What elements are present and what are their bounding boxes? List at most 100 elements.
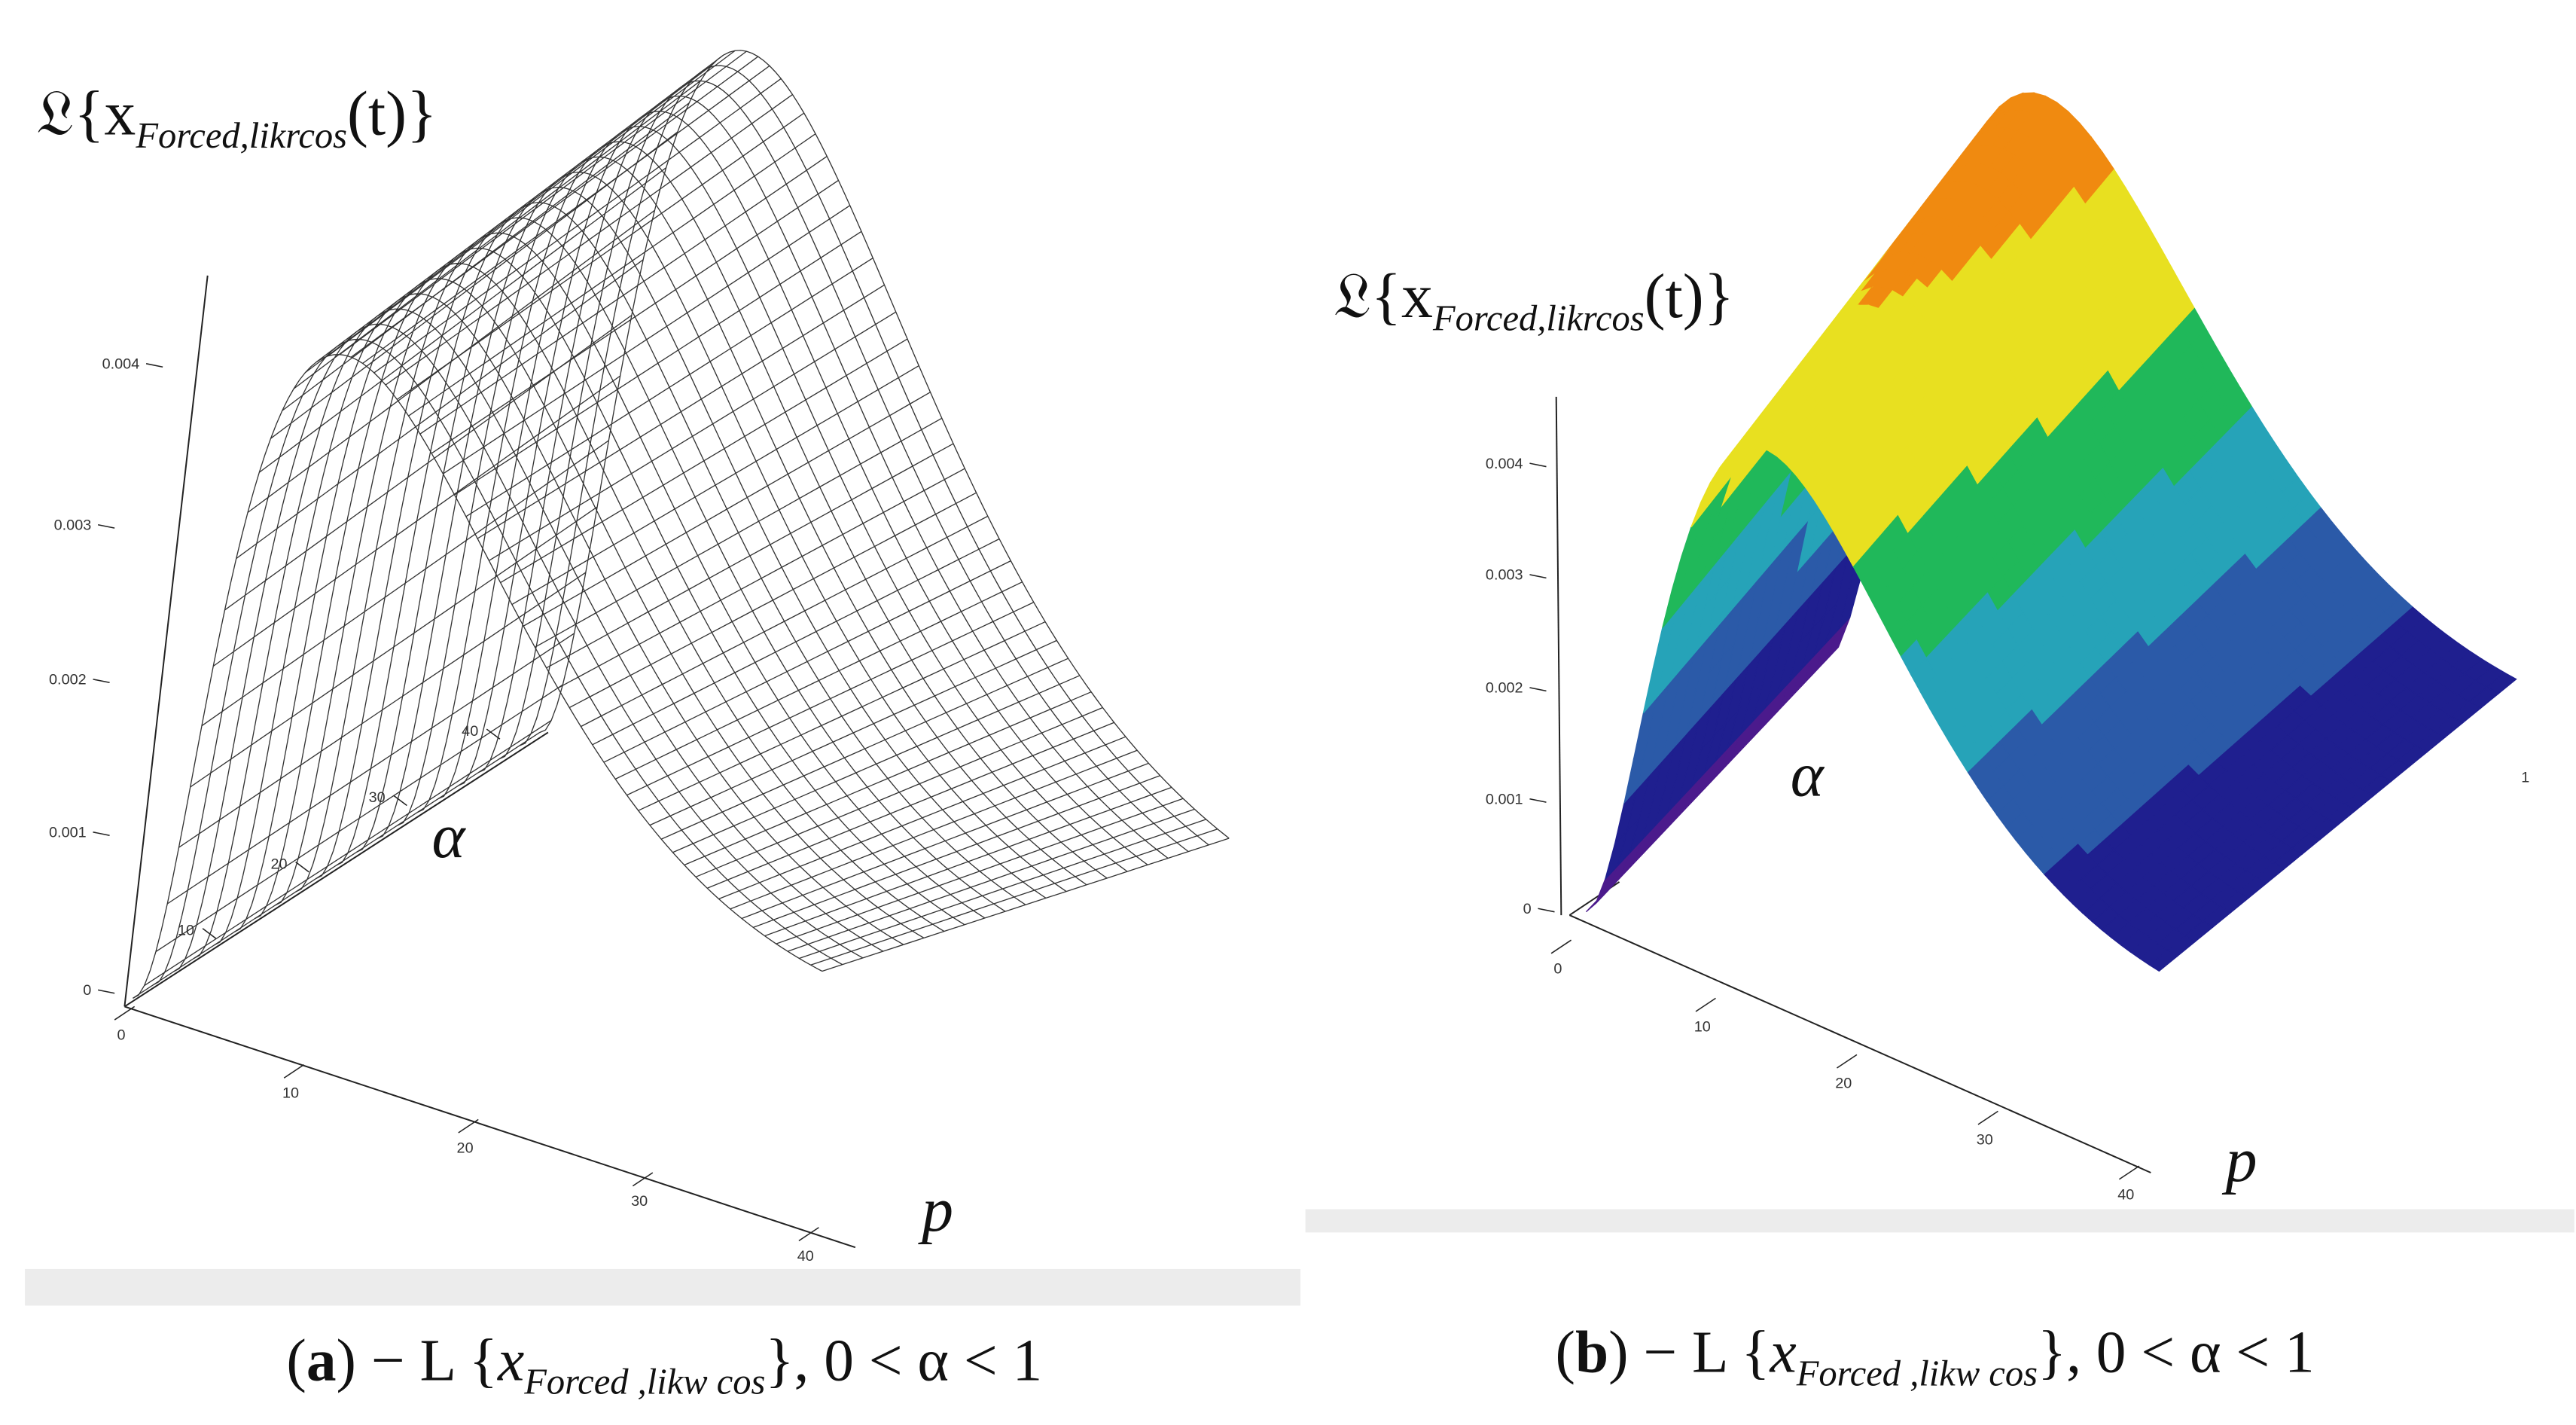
p-tick-label: 30 xyxy=(1977,1131,1993,1148)
tick-mark xyxy=(1529,462,1547,468)
alpha-tick-label: 40 xyxy=(462,723,478,740)
tick-mark xyxy=(97,524,115,529)
mesh-line xyxy=(356,187,1047,899)
alpha-tick-label: 30 xyxy=(369,789,386,806)
tick-mark xyxy=(632,1172,654,1187)
panel-a: 0 0.001 0.002 0.003 0.004 0 10 20 30 40 10 20 30 40 α p… xyxy=(37,50,1230,1402)
tick-mark xyxy=(458,1118,479,1134)
mesh-line xyxy=(458,111,1148,865)
panel-b: 00.0010.0020.0030.0040102030401αp𝔏{xForc… xyxy=(1334,92,2529,1394)
tick-mark xyxy=(1550,939,1572,954)
tick-mark xyxy=(2119,1165,2140,1180)
caption-sub: Forced ,likw cos xyxy=(523,1362,765,1402)
p-label: p xyxy=(2222,1125,2257,1195)
mesh-line xyxy=(153,338,843,986)
caption-open: ( xyxy=(1555,1320,1575,1386)
surface-patch xyxy=(2148,950,2178,972)
z-tick-label: 0.002 xyxy=(1486,680,1523,697)
mesh-line xyxy=(316,217,1006,912)
z-tick-label: 0.003 xyxy=(1486,567,1523,584)
tick-mark xyxy=(283,1063,305,1079)
mesh-line xyxy=(376,171,1067,893)
z-axis-label: 𝔏{xForced,likrcos(t)} xyxy=(1334,261,1734,339)
z-tick-label: 0.003 xyxy=(54,517,92,533)
mesh-line xyxy=(519,65,1209,846)
caption-open: ( xyxy=(286,1328,306,1394)
separator-bar xyxy=(1305,1209,2574,1233)
z-tick-label: 0.001 xyxy=(49,824,87,841)
tick-mark xyxy=(97,989,115,994)
mesh-line xyxy=(478,95,1169,859)
mesh-line xyxy=(417,141,1108,879)
axis-line xyxy=(124,1005,856,1249)
mesh-line xyxy=(255,263,945,932)
tick-mark xyxy=(486,728,501,740)
caption: (a) − L {xForced ,likw cos}, 0 < α < 1 xyxy=(286,1328,1042,1402)
caption: (b) − L {xForced ,likw cos}, 0 < α < 1 xyxy=(1555,1320,2314,1394)
mesh-line xyxy=(397,156,1087,886)
z-label-lead: 𝔏{x xyxy=(1334,261,1433,331)
caption-mid: ) − L { xyxy=(337,1328,498,1394)
z-label-tail: (t)} xyxy=(347,78,437,148)
z-axis-label: 𝔏{xForced,likrcos(t)} xyxy=(37,78,437,156)
caption-x: x xyxy=(497,1328,524,1394)
mesh-line xyxy=(194,308,884,960)
p-tick-label: 30 xyxy=(631,1193,648,1210)
p-tick-label: 20 xyxy=(1835,1075,1852,1091)
mesh-line xyxy=(173,323,864,972)
mesh-line xyxy=(295,232,986,919)
axis-line xyxy=(1555,396,1562,916)
z-label-sub: Forced,likrcos xyxy=(135,116,347,156)
z-label-sub: Forced,likrcos xyxy=(1432,299,1645,339)
tick-mark xyxy=(393,795,407,807)
caption-sub: Forced ,likw cos xyxy=(1796,1353,2038,1393)
corner-tick-label: 1 xyxy=(2521,770,2529,786)
p-tick-label: 10 xyxy=(282,1085,299,1102)
caption-tail: }, 0 < α < 1 xyxy=(2038,1320,2315,1386)
alpha-tick-label: 20 xyxy=(271,856,288,872)
p-tick-label: 20 xyxy=(457,1140,474,1157)
tick-mark xyxy=(1837,1054,1858,1069)
p-tick-label: 40 xyxy=(797,1248,814,1265)
p-tick-label: 40 xyxy=(2117,1186,2134,1203)
p-tick-label: 0 xyxy=(1553,960,1562,977)
mesh-line xyxy=(437,126,1128,872)
mesh-line xyxy=(336,202,1026,905)
mesh-line xyxy=(275,247,965,926)
axis-line xyxy=(1568,914,2151,1173)
mesh-line xyxy=(498,80,1189,853)
caption-tail: }, 0 < α < 1 xyxy=(765,1328,1042,1394)
tick-mark xyxy=(1695,997,1716,1012)
alpha-label: α xyxy=(431,801,466,871)
axis-line xyxy=(123,731,549,1008)
z-label-tail: (t)} xyxy=(1645,261,1734,331)
tick-mark xyxy=(114,1005,136,1021)
tick-mark xyxy=(1529,798,1547,803)
surface xyxy=(1585,92,2517,972)
tick-mark xyxy=(202,928,217,939)
alpha-label: α xyxy=(1791,740,1825,810)
tick-mark xyxy=(1538,908,1555,913)
mesh-line xyxy=(133,354,823,999)
caption-x: x xyxy=(1770,1320,1797,1386)
tick-mark xyxy=(1529,574,1547,579)
caption-mid: ) − L { xyxy=(1608,1320,1770,1386)
z-tick-label: 0.004 xyxy=(102,355,140,372)
axis-line xyxy=(123,275,209,1007)
tick-mark xyxy=(93,679,110,684)
tick-mark xyxy=(145,363,163,368)
mesh-line xyxy=(539,50,1230,839)
z-tick-label: 0 xyxy=(1523,901,1532,917)
mesh-line xyxy=(234,278,925,938)
p-tick-label: 10 xyxy=(1694,1018,1711,1035)
z-tick-label: 0.004 xyxy=(1486,456,1523,472)
z-tick-label: 0.002 xyxy=(49,672,87,688)
tick-mark xyxy=(1977,1110,1998,1125)
mesh-line xyxy=(214,293,904,946)
p-label: p xyxy=(918,1175,953,1245)
z-tick-label: 0 xyxy=(83,982,91,999)
p-tick-label: 0 xyxy=(117,1027,125,1044)
tick-mark xyxy=(93,832,110,836)
caption-tag: b xyxy=(1575,1320,1608,1386)
